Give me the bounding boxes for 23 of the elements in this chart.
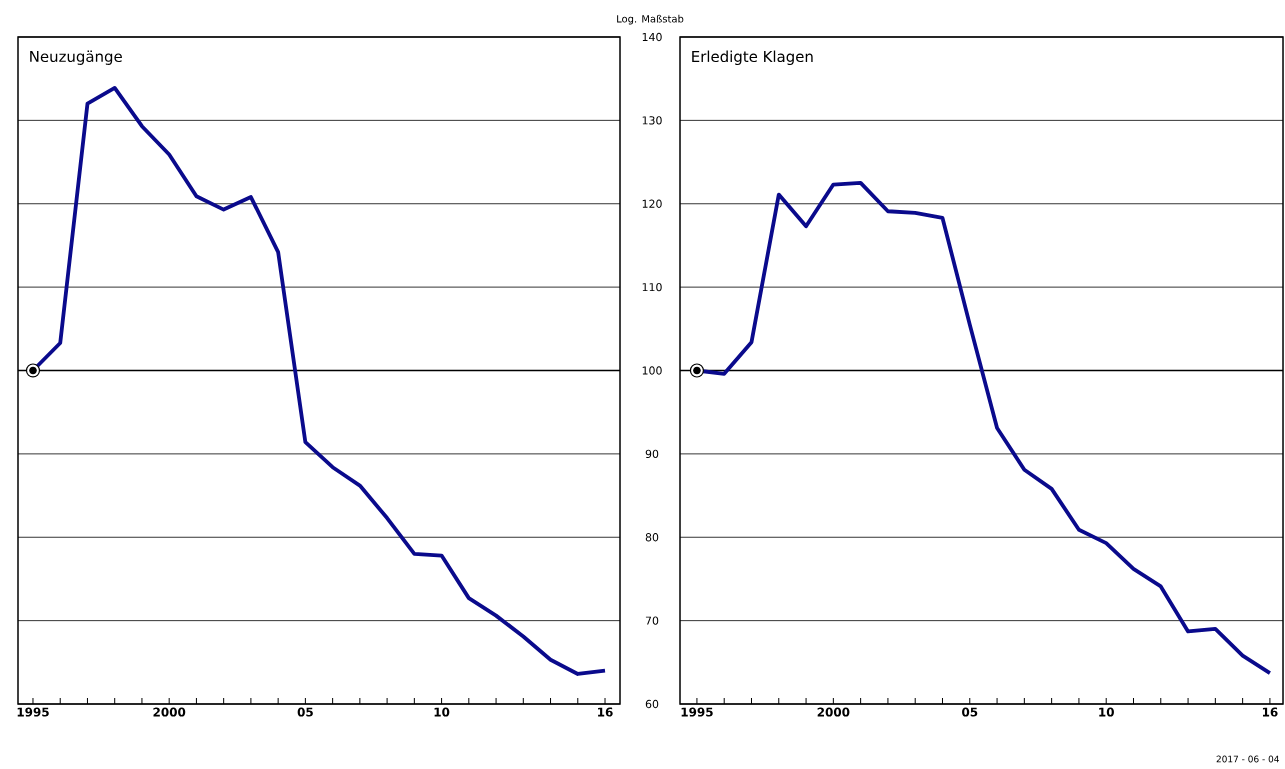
x-tick-label: 2000 [817,707,850,717]
y-tick-label: 130 [642,116,662,125]
x-tick-label: 05 [297,707,313,717]
y-tick-label: 60 [645,699,659,709]
x-tick-label: 16 [598,707,613,717]
x-tick-label: 16 [1262,707,1278,717]
x-tick-label: 1995 [17,707,49,717]
y-tick-label: 70 [645,616,659,625]
x-tick-label: 2000 [153,707,186,717]
x-tick-label: 05 [962,707,978,717]
y-tick-label: 140 [642,32,662,42]
text: Neuzugänge [30,50,122,65]
y-tick-label: 80 [645,533,659,542]
x-tick-label: 1995 [681,707,713,717]
text: 2017 - 06 - 04 [1216,755,1279,763]
x-tick-label: 10 [434,707,450,717]
y-tick-label: 120 [642,199,662,208]
x-tick-label: 10 [1099,707,1114,717]
y-tick-label: 100 [642,366,662,375]
y-axis-title: Log. Maßstab [617,14,684,25]
text: Erledigte Klagen [692,50,813,65]
y-tick-label: 90 [645,449,659,459]
y-tick-label: 110 [642,282,662,292]
